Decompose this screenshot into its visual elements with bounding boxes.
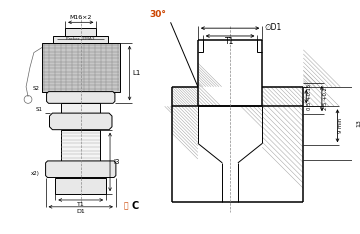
Text: 30°: 30° [150,10,167,19]
Text: T1: T1 [77,202,85,207]
Text: L1: L1 [132,70,141,76]
Text: l3: l3 [113,159,120,165]
Text: S2: S2 [33,86,40,91]
Text: ∅D1: ∅D1 [264,23,282,32]
Text: C: C [132,201,139,211]
Bar [61,103,100,113]
Bar [65,28,96,36]
Text: Parker  EMA3: Parker EMA3 [67,37,95,41]
Bar [53,36,108,43]
Text: x2): x2) [31,171,40,176]
Polygon shape [50,113,112,130]
Text: T1: T1 [225,37,235,46]
Text: 13: 13 [356,119,360,127]
Bar [55,178,106,194]
Text: D1: D1 [76,209,85,214]
Text: 0.5 +0.15: 0.5 +0.15 [307,83,312,110]
Text: 2.5 +0.2: 2.5 +0.2 [323,87,328,110]
Bar [42,43,120,92]
Text: S1: S1 [36,107,43,112]
Bar [61,130,100,161]
Text: 9 min: 9 min [338,118,343,133]
Polygon shape [46,161,116,178]
Polygon shape [46,92,115,103]
Text: 图: 图 [123,201,128,210]
Text: M16×2: M16×2 [69,15,92,20]
